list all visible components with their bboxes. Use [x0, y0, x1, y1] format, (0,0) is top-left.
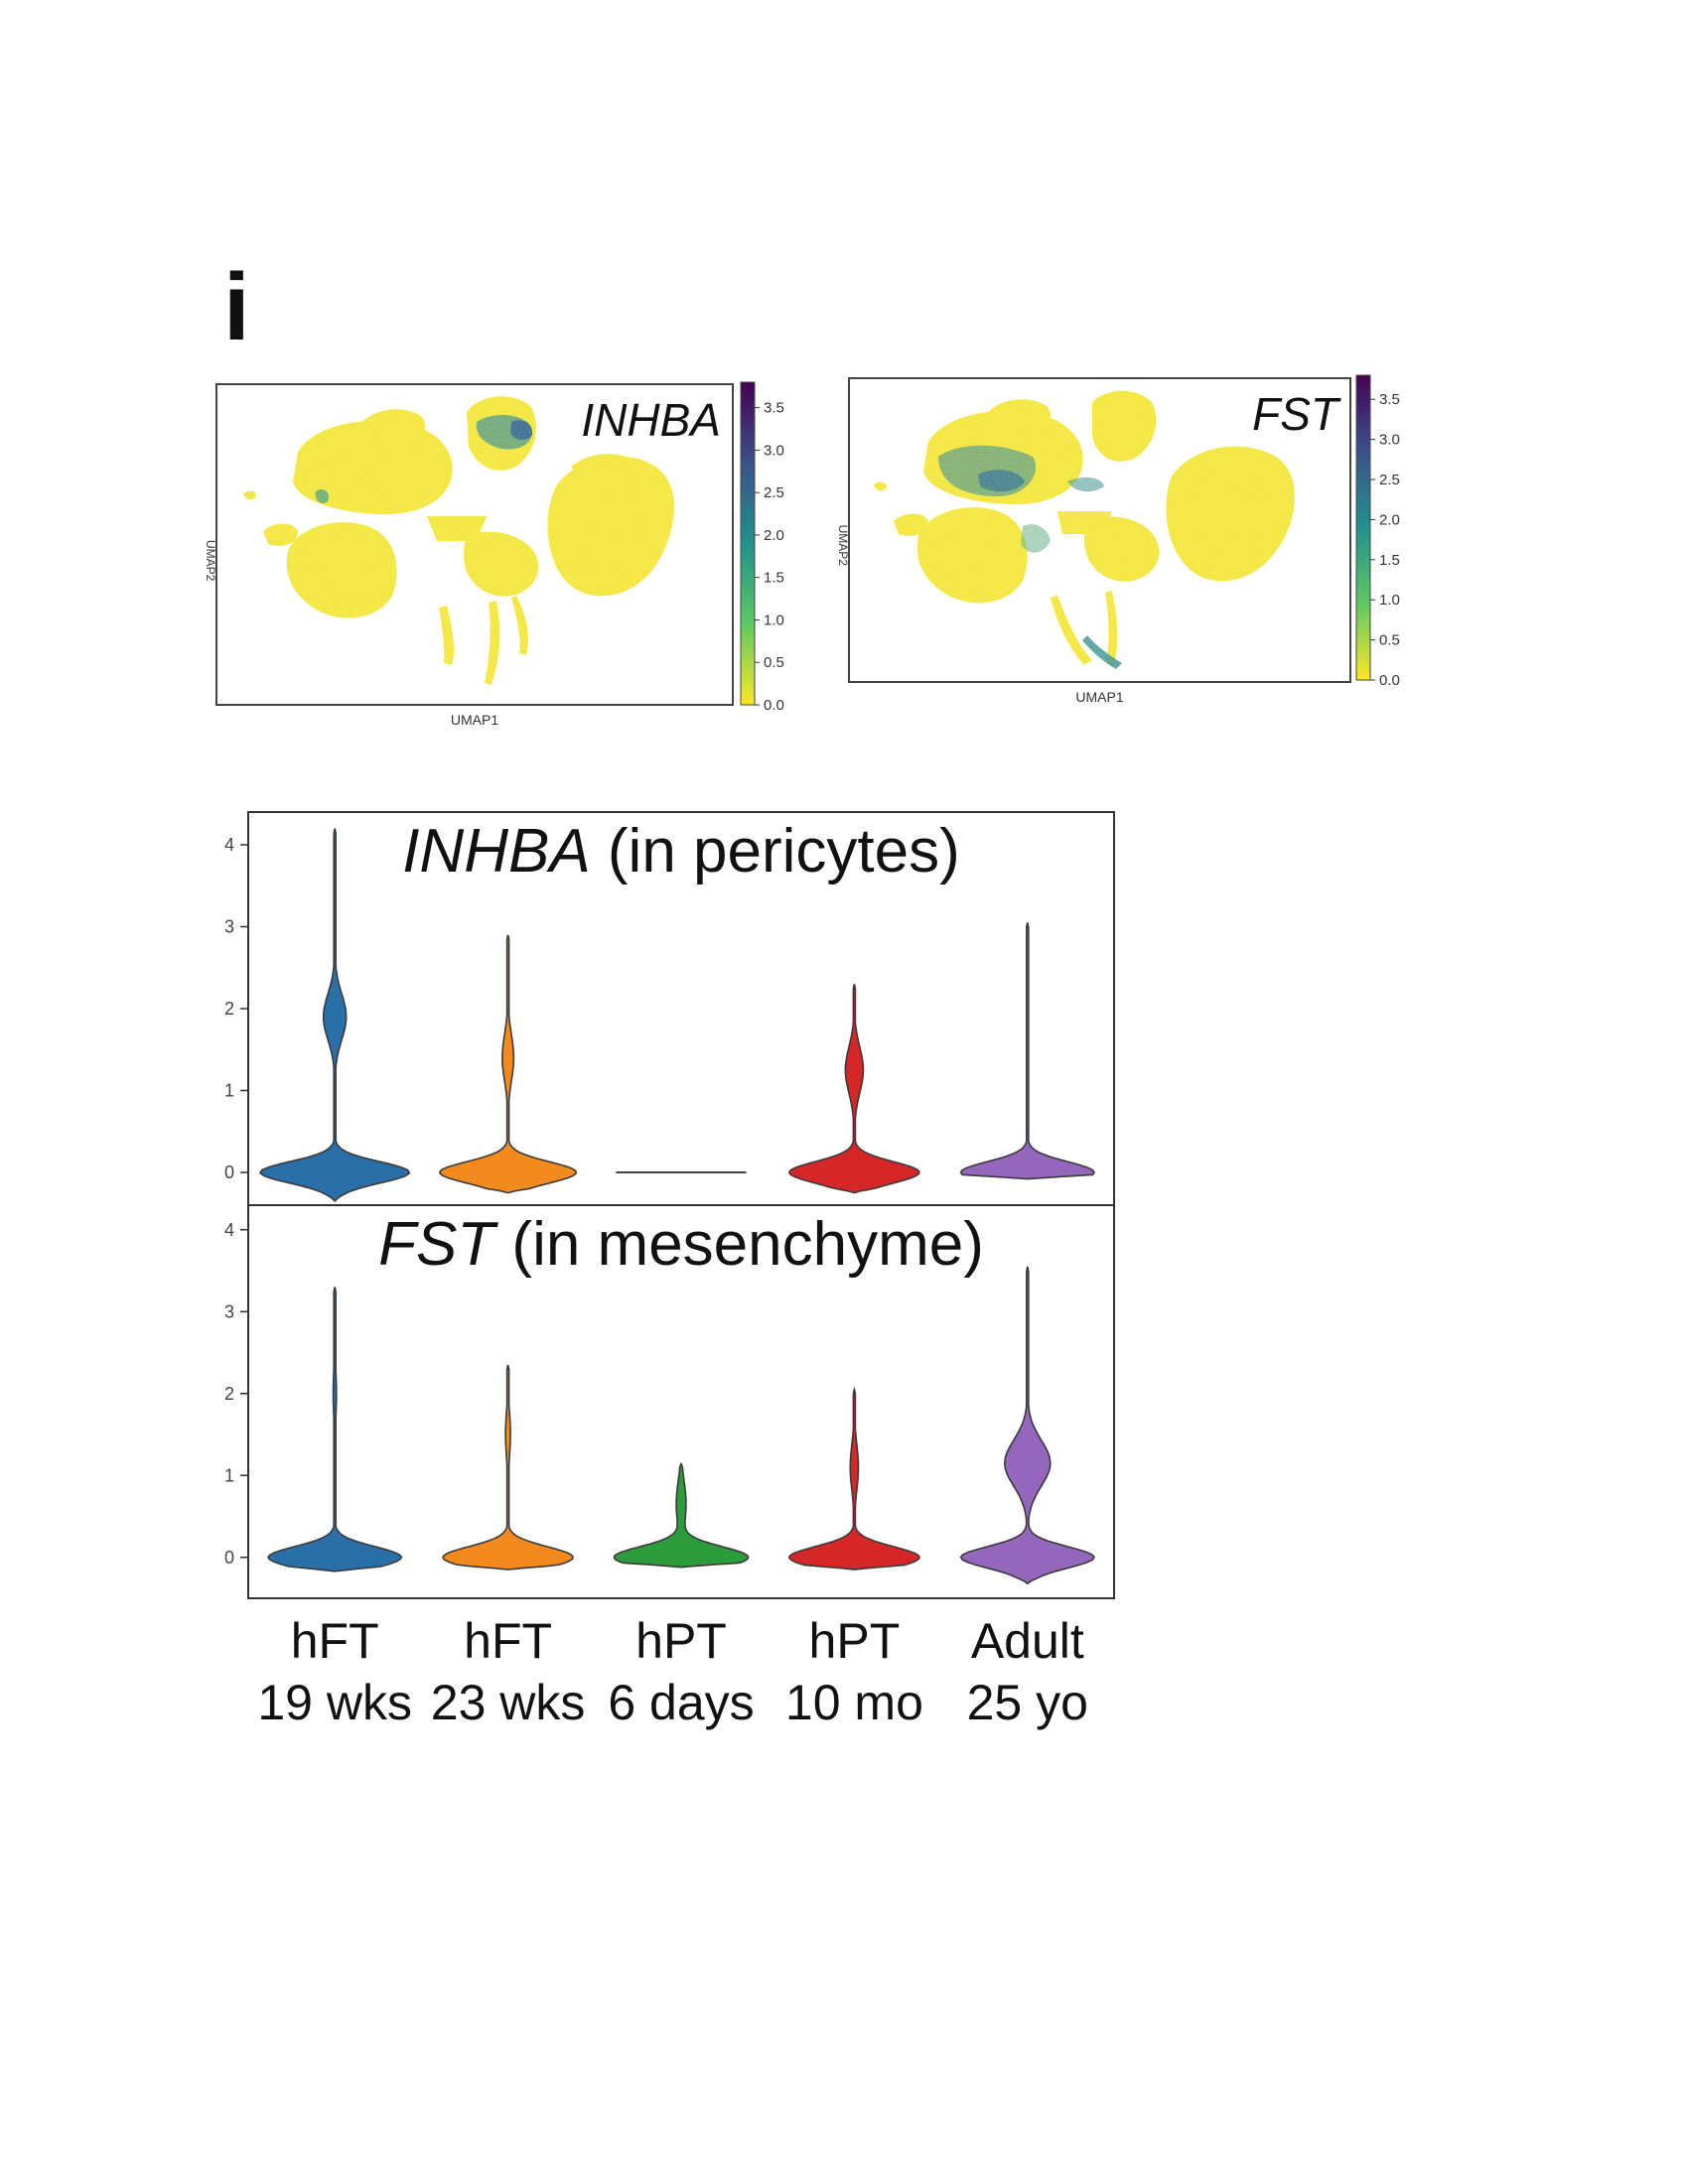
x-tick-label-sub: 25 yo [967, 1675, 1088, 1730]
plot-frame [247, 1204, 1115, 1599]
violin [788, 984, 920, 1194]
violin [442, 1364, 574, 1570]
violin [258, 828, 411, 1203]
y-tick-label: 1 [224, 1081, 234, 1101]
umap-y-axis-label: UMAP2 [204, 540, 217, 582]
violin [787, 1386, 920, 1570]
y-tick-label: 2 [224, 999, 234, 1019]
y-tick-label: 3 [224, 1301, 234, 1321]
x-tick-label: hPT [809, 1613, 901, 1669]
umap-plot-inhba: INHBA UMAP1 UMAP2 0.0 0.5 1.0 1.5 2.0 2.5 3.0 3.5 [204, 381, 784, 728]
violin [613, 1462, 750, 1569]
colorbar-tick-label: 2.5 [764, 484, 784, 501]
violin-plot-fst: 0 1 2 3 4 FST (in mesenchyme) [224, 1204, 1115, 1599]
umap-frame-overlay [848, 377, 1351, 683]
colorbar-tick-label: 0.5 [764, 654, 784, 671]
y-tick-label: 4 [224, 1220, 234, 1240]
colorbar-tick-label: 3.0 [764, 442, 784, 459]
x-tick-label: Adult [971, 1613, 1084, 1669]
umap-title: FST [1252, 388, 1341, 440]
colorbar-tick-label: 3.0 [1379, 432, 1400, 449]
colorbar-tick-label: 2.5 [1379, 472, 1400, 488]
x-axis-labels: hFT 19 wks hFT 23 wks hPT 6 days hPT 10 mo Adult… [257, 1613, 1088, 1730]
colorbar-tick-label: 3.5 [764, 400, 784, 417]
y-tick-label: 2 [224, 1384, 234, 1404]
colorbar-tick-label: 1.5 [1379, 552, 1400, 569]
y-tick-label: 0 [224, 1162, 234, 1182]
colorbar-tick-label: 2.0 [764, 527, 784, 544]
umap-plot-fst: FST UMAP1 UMAP2 0.0 0.5 1.0 1.5 2.0 2.5 3.0 3.5 [836, 374, 1400, 705]
colorbar-tick-label: 1.5 [764, 570, 784, 587]
x-tick-label-sub: 19 wks [257, 1675, 412, 1730]
x-tick-label: hFT [464, 1613, 552, 1669]
y-tick-label: 3 [224, 917, 234, 937]
panel-label: i [223, 254, 250, 360]
violin-title: INHBA (in pericytes) [402, 817, 960, 886]
x-tick-label-sub: 6 days [608, 1675, 754, 1730]
colorbar-tick-label: 1.0 [1379, 592, 1400, 609]
violin-title-gene: INHBA [402, 817, 590, 886]
colorbar-tick-label: 1.0 [764, 612, 784, 628]
umap-x-axis-label: UMAP1 [1075, 689, 1123, 705]
umap-title: INHBA [581, 394, 721, 446]
violin-title-context: (in pericytes) [591, 817, 960, 886]
colorbar-tick-label: 3.5 [1379, 391, 1400, 408]
violin-title: FST (in mesenchyme) [378, 1210, 984, 1279]
umap-y-axis-label: UMAP2 [836, 525, 850, 567]
violin [959, 1266, 1095, 1585]
colorbar-tick-label: 0.5 [1379, 632, 1400, 649]
violin [439, 934, 577, 1194]
colorbar-tick-label: 2.0 [1379, 511, 1400, 528]
y-tick-label: 4 [224, 835, 234, 855]
x-tick-label-sub: 10 mo [785, 1675, 923, 1730]
x-tick-label-sub: 23 wks [431, 1675, 586, 1730]
y-tick-label: 1 [224, 1465, 234, 1485]
x-tick-label: hFT [291, 1613, 379, 1669]
violin-plot-inhba: 0 1 2 3 4 INHBA (in pericytes) [224, 811, 1115, 1206]
violin [267, 1287, 403, 1572]
umap-x-axis-label: UMAP1 [451, 712, 498, 728]
violin [959, 922, 1095, 1180]
violin-title-gene: FST [378, 1210, 498, 1279]
colorbar-tick-label: 0.0 [1379, 672, 1400, 689]
colorbar [740, 381, 756, 706]
colorbar [1355, 374, 1371, 681]
colorbar-tick-label: 0.0 [764, 697, 784, 714]
umap-frame-overlay [215, 383, 734, 706]
x-tick-label: hPT [635, 1613, 727, 1669]
y-tick-label: 0 [224, 1548, 234, 1568]
violin-title-context: (in mesenchyme) [494, 1210, 984, 1279]
